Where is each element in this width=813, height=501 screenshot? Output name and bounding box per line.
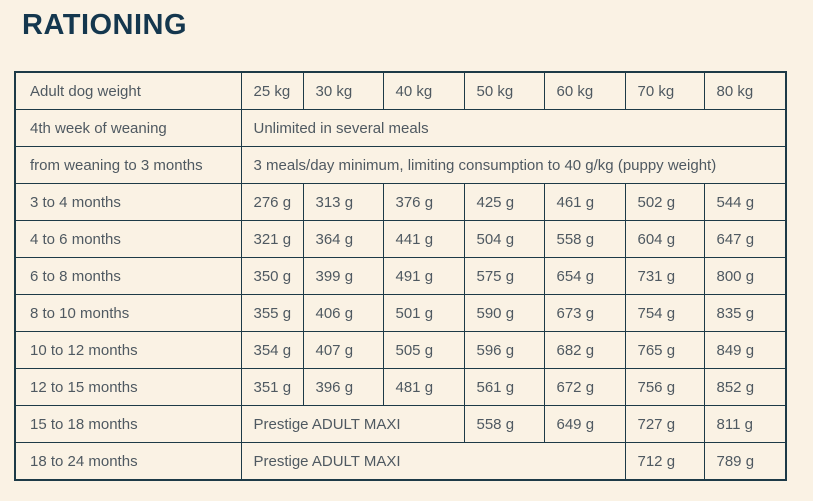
value-cell: 647 g xyxy=(703,220,787,258)
value-cell: 682 g xyxy=(543,331,626,369)
row-label-4-to-6-months: 4 to 6 months xyxy=(14,220,242,258)
table-row: 4th week of weaning Unlimited in several… xyxy=(14,109,787,147)
header-cell-25kg: 25 kg xyxy=(240,71,304,110)
value-cell: 727 g xyxy=(624,405,705,443)
value-cell: 712 g xyxy=(624,442,705,481)
value-cell: 835 g xyxy=(703,294,787,332)
row-label-15-to-18-months: 15 to 18 months xyxy=(14,405,242,443)
page-title: RATIONING xyxy=(22,9,188,41)
value-cell: 354 g xyxy=(240,331,304,369)
row-label-10-to-12-months: 10 to 12 months xyxy=(14,331,242,369)
table-row-header: Adult dog weight 25 kg 30 kg 40 kg 50 kg… xyxy=(14,71,787,110)
header-cell-80kg: 80 kg xyxy=(703,71,787,110)
value-cell: 811 g xyxy=(703,405,787,443)
row-label-weaning-to-3-months: from weaning to 3 months xyxy=(14,146,242,184)
value-cell: 575 g xyxy=(463,257,545,295)
value-cell: 672 g xyxy=(543,368,626,406)
value-cell: 649 g xyxy=(543,405,626,443)
value-cell: 407 g xyxy=(302,331,384,369)
value-cell: 765 g xyxy=(624,331,705,369)
table-row: from weaning to 3 months 3 meals/day min… xyxy=(14,146,787,184)
rationing-table: Adult dog weight 25 kg 30 kg 40 kg 50 kg… xyxy=(14,71,787,481)
span-cell-unlimited-meals: Unlimited in several meals xyxy=(240,109,787,147)
value-cell: 558 g xyxy=(463,405,545,443)
row-label-3-to-4-months: 3 to 4 months xyxy=(14,183,242,221)
header-cell-60kg: 60 kg xyxy=(543,71,626,110)
header-cell-70kg: 70 kg xyxy=(624,71,705,110)
span-cell-3-meals-day: 3 meals/day minimum, limiting consumptio… xyxy=(240,146,787,184)
table-row: 10 to 12 months 354 g 407 g 505 g 596 g … xyxy=(14,331,787,369)
value-cell: 596 g xyxy=(463,331,545,369)
value-cell: 441 g xyxy=(382,220,465,258)
row-label-8-to-10-months: 8 to 10 months xyxy=(14,294,242,332)
span-cell-prestige-adult-maxi: Prestige ADULT MAXI xyxy=(240,405,465,443)
value-cell: 504 g xyxy=(463,220,545,258)
header-cell-40kg: 40 kg xyxy=(382,71,465,110)
table-row: 3 to 4 months 276 g 313 g 376 g 425 g 46… xyxy=(14,183,787,221)
value-cell: 756 g xyxy=(624,368,705,406)
row-label-12-to-15-months: 12 to 15 months xyxy=(14,368,242,406)
table-row: 6 to 8 months 350 g 399 g 491 g 575 g 65… xyxy=(14,257,787,295)
value-cell: 350 g xyxy=(240,257,304,295)
value-cell: 789 g xyxy=(703,442,787,481)
value-cell: 399 g xyxy=(302,257,384,295)
table-row: 12 to 15 months 351 g 396 g 481 g 561 g … xyxy=(14,368,787,406)
value-cell: 558 g xyxy=(543,220,626,258)
table-row: 4 to 6 months 321 g 364 g 441 g 504 g 55… xyxy=(14,220,787,258)
value-cell: 849 g xyxy=(703,331,787,369)
value-cell: 590 g xyxy=(463,294,545,332)
value-cell: 654 g xyxy=(543,257,626,295)
table-row: 8 to 10 months 355 g 406 g 501 g 590 g 6… xyxy=(14,294,787,332)
value-cell: 376 g xyxy=(382,183,465,221)
value-cell: 481 g xyxy=(382,368,465,406)
value-cell: 351 g xyxy=(240,368,304,406)
row-label-18-to-24-months: 18 to 24 months xyxy=(14,442,242,481)
span-cell-prestige-adult-maxi: Prestige ADULT MAXI xyxy=(240,442,626,481)
value-cell: 313 g xyxy=(302,183,384,221)
value-cell: 673 g xyxy=(543,294,626,332)
value-cell: 544 g xyxy=(703,183,787,221)
value-cell: 800 g xyxy=(703,257,787,295)
table-row: 18 to 24 months Prestige ADULT MAXI 712 … xyxy=(14,442,787,481)
row-label-6-to-8-months: 6 to 8 months xyxy=(14,257,242,295)
value-cell: 505 g xyxy=(382,331,465,369)
value-cell: 491 g xyxy=(382,257,465,295)
value-cell: 561 g xyxy=(463,368,545,406)
value-cell: 501 g xyxy=(382,294,465,332)
table-row: 15 to 18 months Prestige ADULT MAXI 558 … xyxy=(14,405,787,443)
value-cell: 852 g xyxy=(703,368,787,406)
row-label-adult-dog-weight: Adult dog weight xyxy=(14,71,242,110)
value-cell: 461 g xyxy=(543,183,626,221)
value-cell: 276 g xyxy=(240,183,304,221)
value-cell: 396 g xyxy=(302,368,384,406)
value-cell: 425 g xyxy=(463,183,545,221)
value-cell: 731 g xyxy=(624,257,705,295)
row-label-4th-week-weaning: 4th week of weaning xyxy=(14,109,242,147)
header-cell-50kg: 50 kg xyxy=(463,71,545,110)
value-cell: 321 g xyxy=(240,220,304,258)
header-cell-30kg: 30 kg xyxy=(302,71,384,110)
value-cell: 406 g xyxy=(302,294,384,332)
value-cell: 604 g xyxy=(624,220,705,258)
value-cell: 754 g xyxy=(624,294,705,332)
value-cell: 355 g xyxy=(240,294,304,332)
value-cell: 364 g xyxy=(302,220,384,258)
value-cell: 502 g xyxy=(624,183,705,221)
